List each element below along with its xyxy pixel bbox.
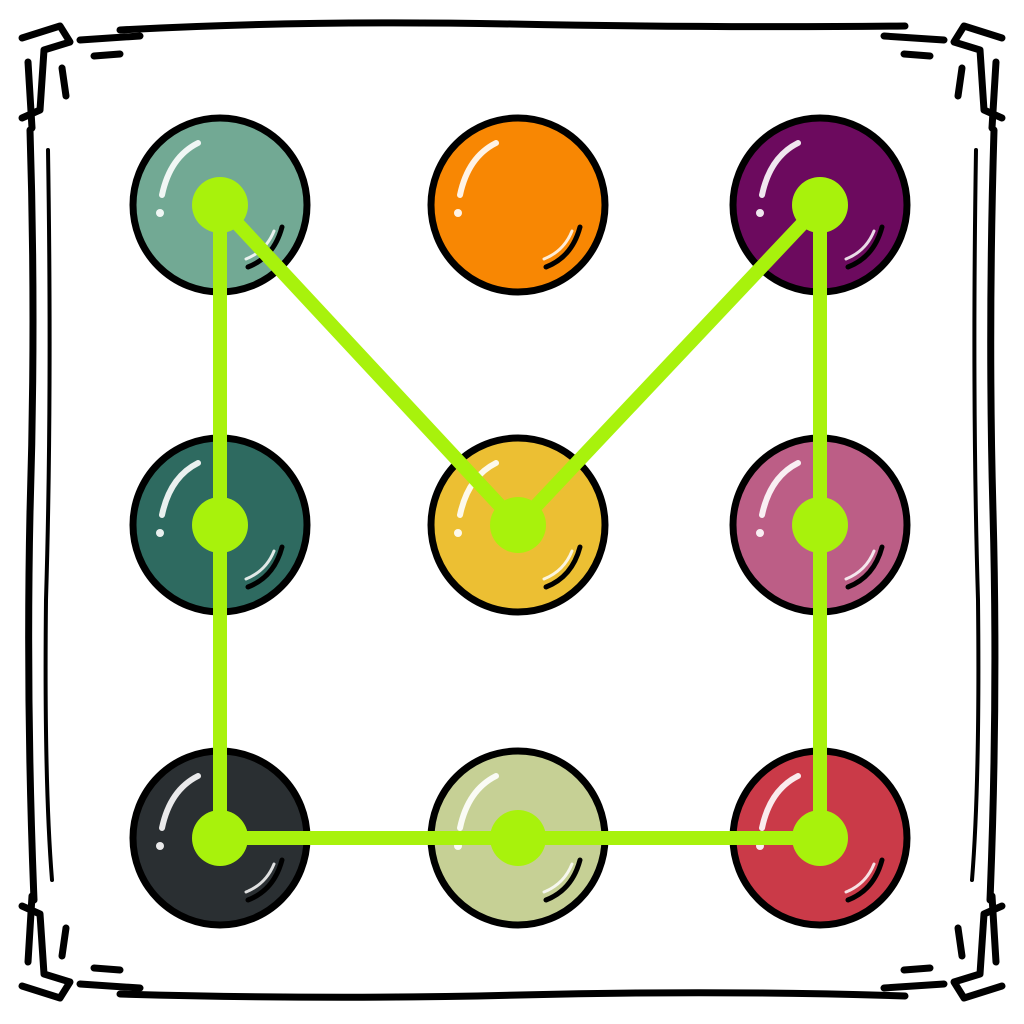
- pattern-node-8: [490, 810, 546, 866]
- pattern-node-7: [192, 810, 248, 866]
- frame-top-line: [116, 19, 909, 34]
- pattern-node-5: [490, 497, 546, 553]
- frame-right-line: [986, 126, 999, 904]
- pattern-node-9: [792, 810, 848, 866]
- frame-left-line: [25, 126, 38, 904]
- pattern-segment-2: [511, 198, 827, 532]
- pattern-node-3: [792, 177, 848, 233]
- corner-ornament-bottom-right: [880, 892, 1006, 1002]
- pattern-segment-1: [213, 198, 525, 532]
- frame-bottom-line: [116, 989, 909, 1001]
- pattern-node-4: [192, 497, 248, 553]
- decorative-frame: [18, 19, 1006, 1002]
- frame-inner-right-line: [970, 148, 981, 882]
- pattern-node-6: [792, 497, 848, 553]
- corner-ornament-top-right: [880, 22, 1006, 132]
- pattern-dot-2[interactable]: [427, 114, 609, 296]
- pattern-node-1: [192, 177, 248, 233]
- frame-inner-left-line: [43, 148, 54, 882]
- pattern-path: [192, 177, 848, 866]
- corner-ornament-bottom-left: [18, 892, 144, 1002]
- corner-ornament-top-left: [18, 22, 144, 132]
